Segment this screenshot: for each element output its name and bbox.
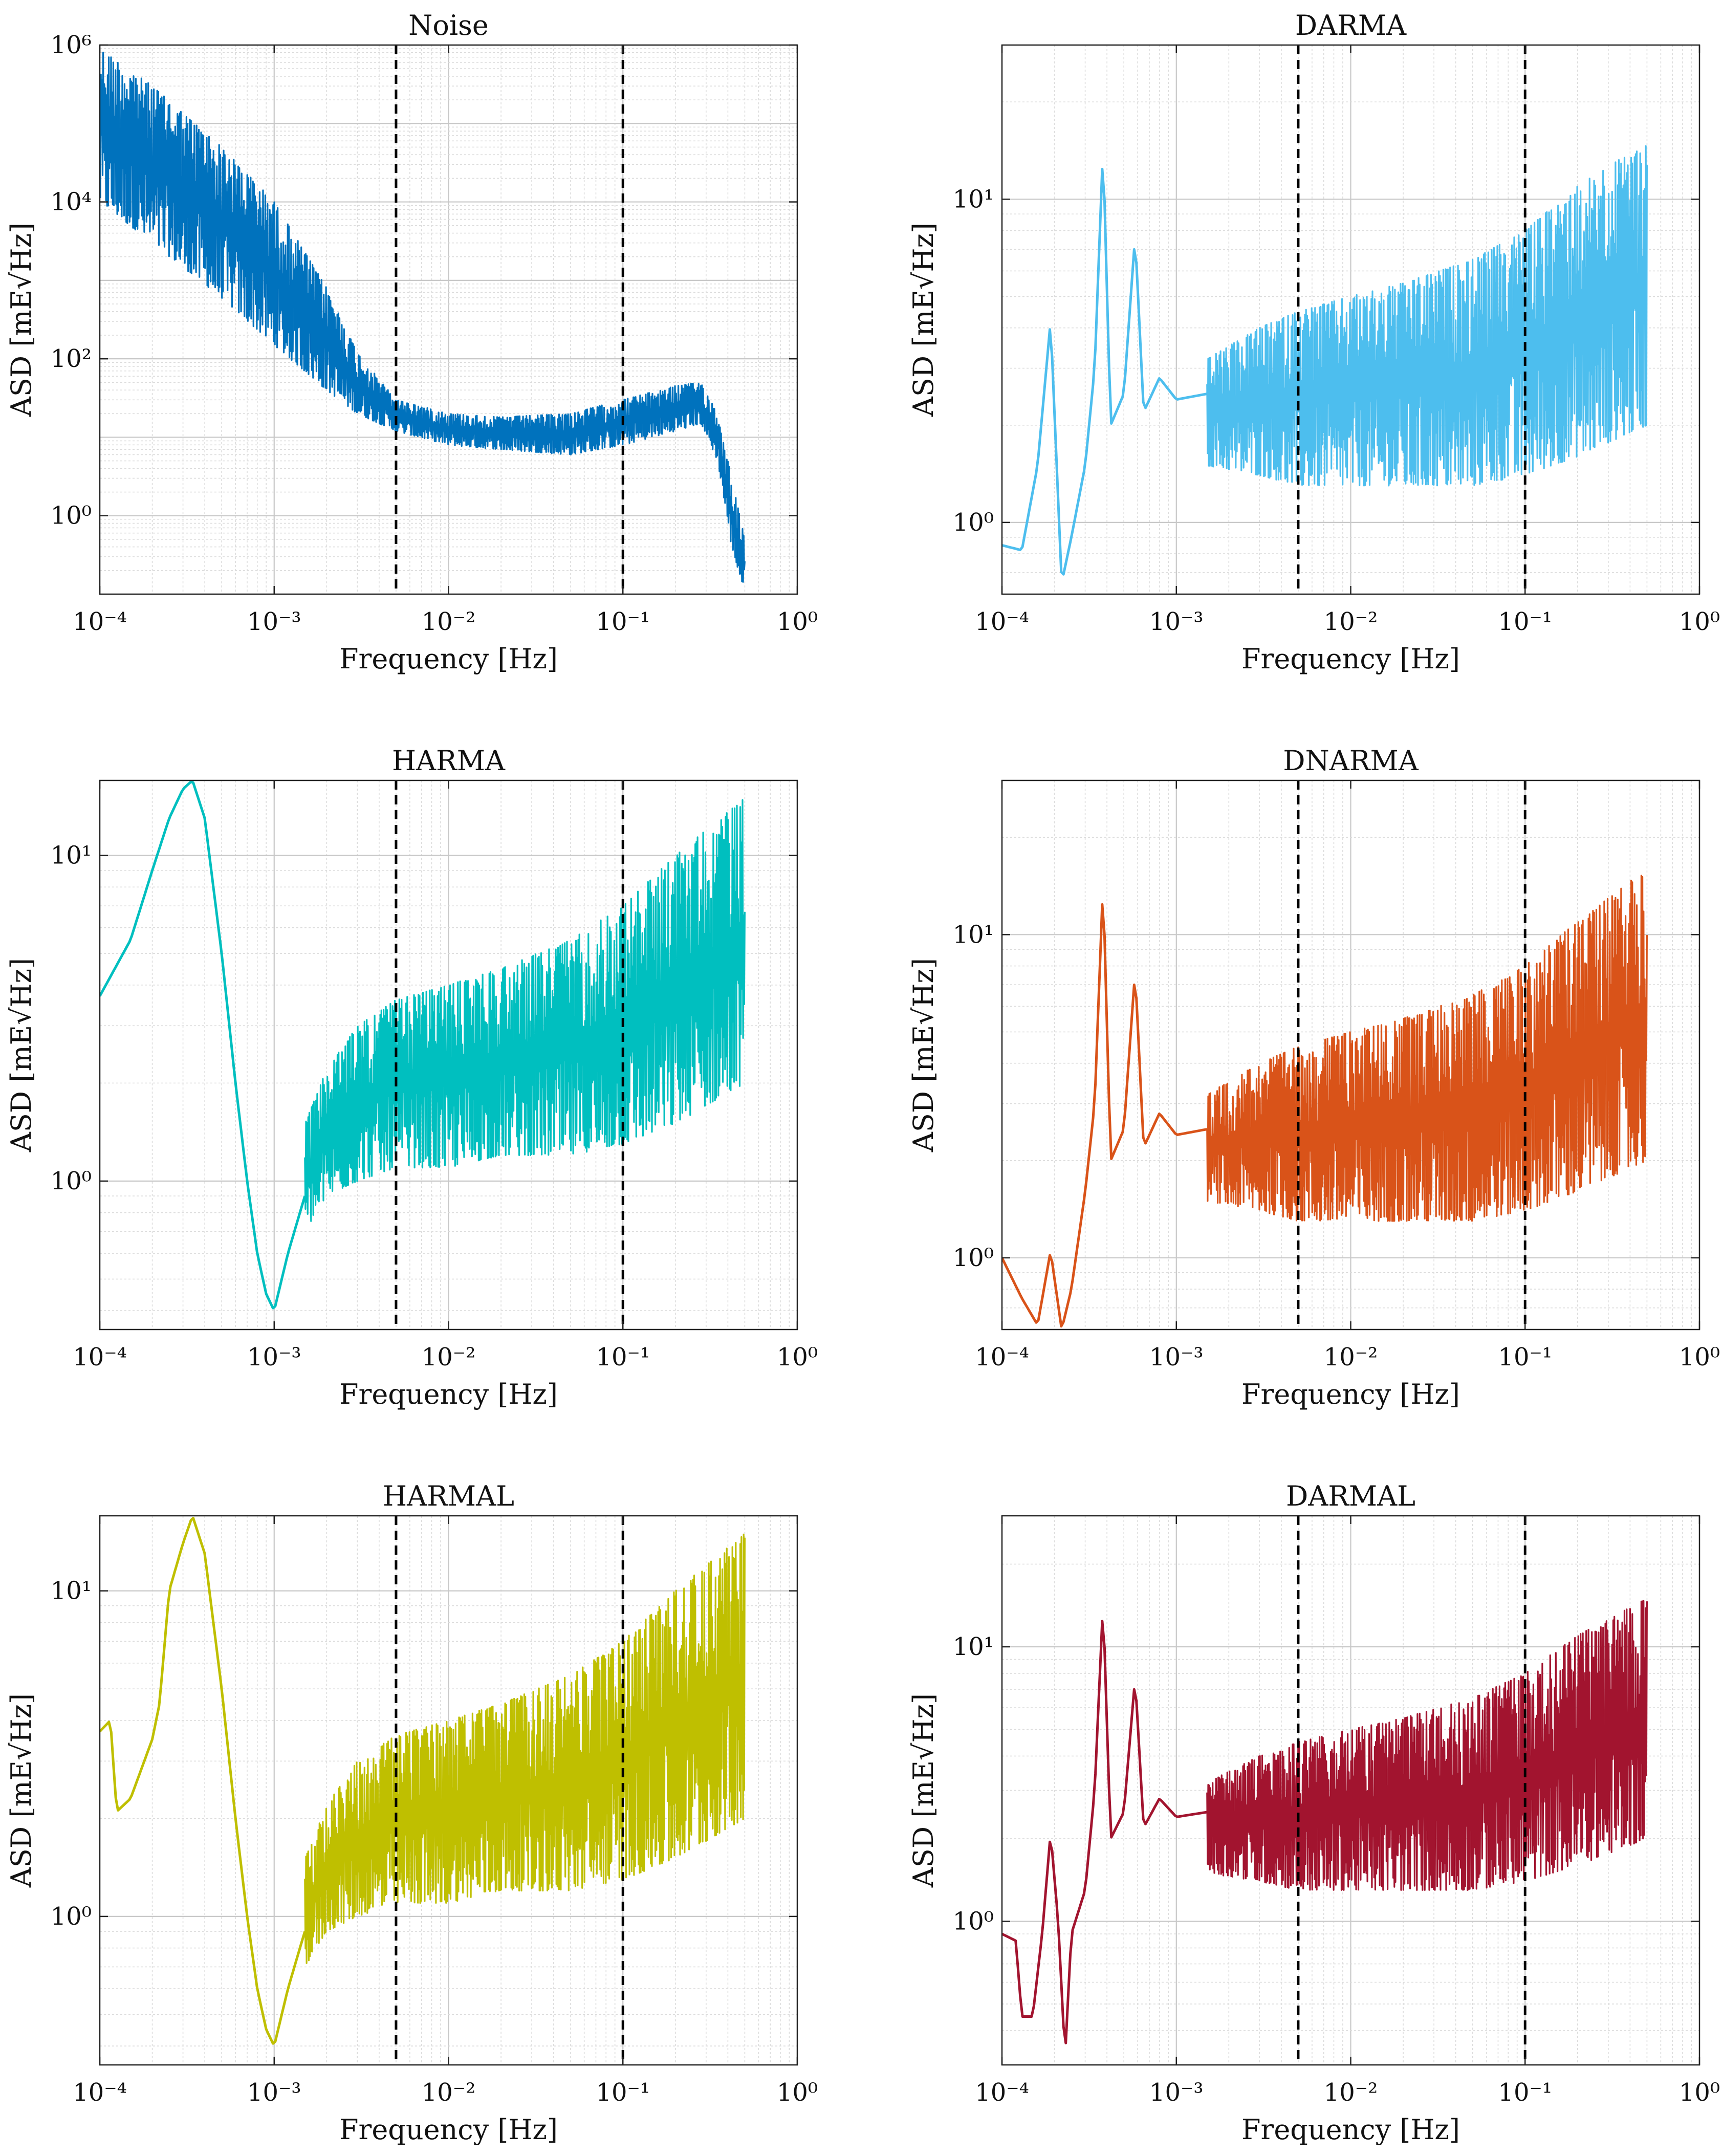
panel-noise: 10⁻⁴ 10⁻³ 10⁻² 10⁻¹ 10⁰ 10⁰ 10² 10⁴ 10⁶ Noise Freq… <box>5 9 818 675</box>
y-tick-label: 10⁰ <box>953 508 994 537</box>
series-dnarma <box>1002 875 1648 1328</box>
y-axis-label: ASD [mE√Hz] <box>5 223 37 417</box>
x-tick-label: 10⁻¹ <box>1498 1343 1552 1371</box>
series-curve <box>1002 167 1208 576</box>
y-tick-label: 10² <box>51 344 92 373</box>
x-tick-label: 10⁻³ <box>247 2078 301 2107</box>
x-tick-label: 10⁻¹ <box>596 607 650 636</box>
x-tick-label: 10⁻² <box>422 607 476 636</box>
panel-darmal: 10⁻⁴ 10⁻³ 10⁻² 10⁻¹ 10⁰ 10⁰ 10¹ DARMAL Frequency… <box>907 1480 1720 2146</box>
x-tick-label: 10⁻² <box>1324 607 1378 636</box>
series-fill <box>1206 875 1648 1222</box>
panel-darma: 10⁻⁴ 10⁻³ 10⁻² 10⁻¹ 10⁰ 10⁰ 10¹ DARMA Frequency … <box>907 9 1720 675</box>
y-axis-label: ASD [mE√Hz] <box>907 958 940 1152</box>
series-harmal <box>100 1517 746 2045</box>
y-axis-label: ASD [mE√Hz] <box>907 223 940 417</box>
panel-harmal: 10⁻⁴ 10⁻³ 10⁻² 10⁻¹ 10⁰ 10⁰ 10¹ HARMAL Frequency… <box>5 1480 818 2146</box>
series-curve <box>100 1517 307 2045</box>
series-curve <box>1002 1620 1208 2044</box>
panel-dnarma: 10⁻⁴ 10⁻³ 10⁻² 10⁻¹ 10⁰ 10⁰ 10¹ DNARMA Frequency… <box>907 745 1720 1410</box>
x-tick-label: 10⁰ <box>1679 2078 1720 2107</box>
x-tick-label: 10⁻¹ <box>1498 2078 1552 2107</box>
series-fill <box>1206 145 1648 487</box>
x-axis-label: Frequency [Hz] <box>1241 2114 1460 2146</box>
x-tick-label: 10⁻⁴ <box>73 2078 127 2107</box>
series-darmal <box>1002 1600 1648 2044</box>
series-fill <box>1206 1600 1648 1891</box>
x-tick-label: 10⁻² <box>422 1343 476 1371</box>
y-tick-label: 10⁰ <box>953 1244 994 1272</box>
series-curve <box>1002 903 1208 1328</box>
x-axis-label: Frequency [Hz] <box>339 643 558 675</box>
x-tick-label: 10⁻⁴ <box>975 2078 1029 2107</box>
y-tick-label: 10¹ <box>51 1577 92 1605</box>
x-tick-label: 10⁻¹ <box>596 1343 650 1371</box>
x-tick-label: 10⁻² <box>1324 2078 1378 2107</box>
panel-harma: 10⁻⁴ 10⁻³ 10⁻² 10⁻¹ 10⁰ 10⁰ 10¹ HARMA Frequency … <box>5 745 818 1410</box>
x-tick-label: 10⁻⁴ <box>73 607 127 636</box>
series-curve <box>100 780 307 1310</box>
x-tick-label: 10⁰ <box>777 2078 818 2107</box>
y-tick-label: 10⁰ <box>953 1907 994 1935</box>
series-noise <box>100 51 746 583</box>
chart-title: Noise <box>408 9 489 41</box>
x-tick-label: 10⁻² <box>422 2078 476 2107</box>
y-axis-label: ASD [mE√Hz] <box>5 958 37 1152</box>
x-tick-label: 10⁰ <box>777 1343 818 1371</box>
y-tick-label: 10¹ <box>953 1632 994 1661</box>
y-tick-label: 10⁴ <box>51 188 92 216</box>
x-tick-label: 10⁻³ <box>247 607 301 636</box>
x-tick-label: 10⁻² <box>1324 1343 1378 1371</box>
x-tick-label: 10⁻³ <box>1149 607 1204 636</box>
x-axis-label: Frequency [Hz] <box>339 1378 558 1410</box>
series-fill <box>304 799 746 1222</box>
y-tick-label: 10⁶ <box>51 31 92 59</box>
chart-title: DNARMA <box>1283 745 1419 777</box>
y-axis-label: ASD [mE√Hz] <box>907 1693 940 1888</box>
x-axis-label: Frequency [Hz] <box>1241 643 1460 675</box>
y-tick-label: 10¹ <box>51 841 92 870</box>
x-tick-label: 10⁻¹ <box>596 2078 650 2107</box>
x-tick-label: 10⁻³ <box>247 1343 301 1371</box>
series-fill <box>100 51 746 583</box>
chart-title: DARMA <box>1295 9 1407 41</box>
x-axis-label: Frequency [Hz] <box>339 2114 558 2146</box>
x-tick-label: 10⁻⁴ <box>73 1343 127 1371</box>
y-tick-label: 10¹ <box>953 185 994 213</box>
y-tick-label: 10⁰ <box>51 1902 92 1931</box>
chart-title: HARMA <box>392 745 506 777</box>
y-axis-label: ASD [mE√Hz] <box>5 1693 37 1888</box>
x-tick-label: 10⁻⁴ <box>975 607 1029 636</box>
x-axis-label: Frequency [Hz] <box>1241 1378 1460 1410</box>
x-tick-label: 10⁰ <box>1679 1343 1720 1371</box>
y-tick-label: 10¹ <box>953 920 994 949</box>
series-darma <box>1002 145 1648 576</box>
series-fill <box>304 1533 746 1964</box>
x-tick-label: 10⁻³ <box>1149 1343 1204 1371</box>
x-tick-label: 10⁻³ <box>1149 2078 1204 2107</box>
chart-title: HARMAL <box>383 1480 514 1512</box>
y-tick-label: 10⁰ <box>51 502 92 530</box>
series-harma <box>100 780 746 1310</box>
chart-title: DARMAL <box>1286 1480 1415 1512</box>
x-tick-label: 10⁰ <box>777 607 818 636</box>
x-tick-label: 10⁻¹ <box>1498 607 1552 636</box>
y-tick-label: 10⁰ <box>51 1167 92 1195</box>
x-tick-label: 10⁻⁴ <box>975 1343 1029 1371</box>
x-tick-label: 10⁰ <box>1679 607 1720 636</box>
